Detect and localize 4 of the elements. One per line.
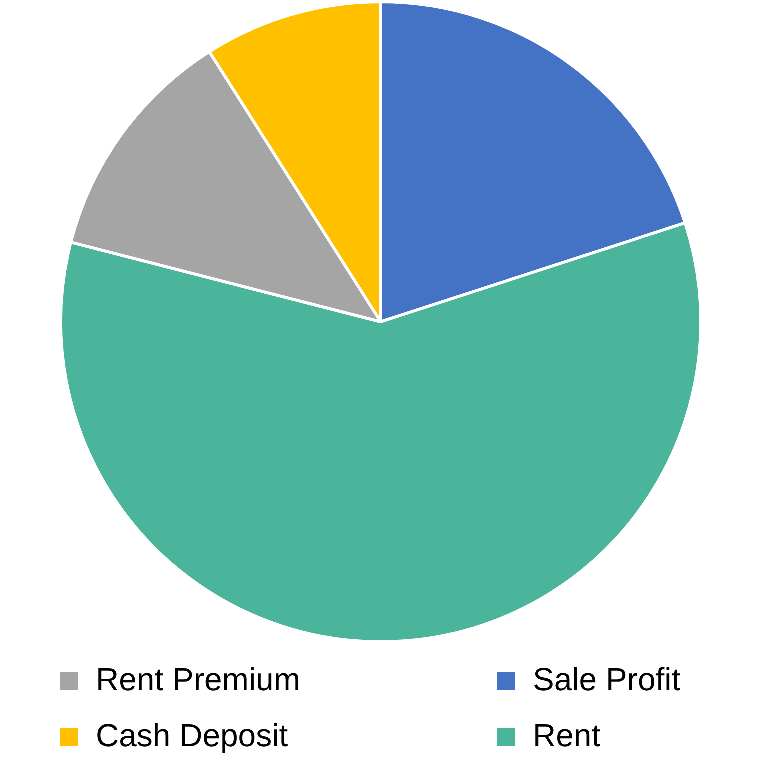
legend-label: Sale Profit [533,661,681,698]
legend-label: Cash Deposit [96,717,288,754]
legend-label: Rent Premium [96,661,300,698]
legend-label: Rent [533,717,601,754]
